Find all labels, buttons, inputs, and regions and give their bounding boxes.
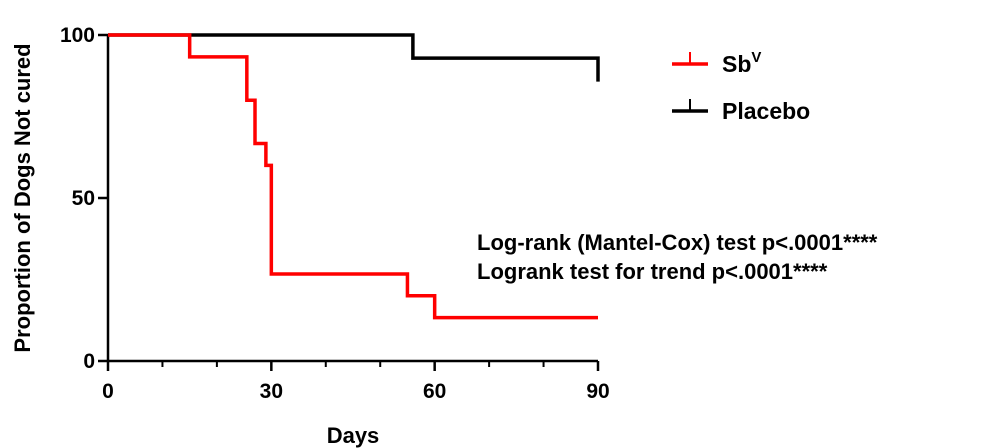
ticks [98,33,600,371]
legend-label-sbv-main: Sb [722,51,751,77]
x-tick-label: 60 [423,380,446,403]
legend: SbV Placebo [672,49,810,124]
legend-label-placebo: Placebo [722,98,810,124]
y-tick-label: 50 [72,187,95,210]
series-line-placebo [108,33,600,82]
y-tick-label: 0 [83,350,95,373]
series-layer [108,33,600,320]
y-tick-label: 100 [60,24,95,47]
legend-label-sbv-superscript: V [751,49,761,66]
legend-item-placebo: Placebo [672,98,810,124]
y-axis-title: Proportion of Dogs Not cured [10,43,35,352]
annotation-logrank-mantel-cox: Log-rank (Mantel-Cox) test p<.0001**** [477,230,878,255]
annotation-logrank-trend: Logrank test for trend p<.0001**** [477,259,828,284]
x-tick-label: 30 [260,380,283,403]
series-line-sbv [108,33,598,320]
tick-labels: 0 30 60 90 0 50 100 [60,24,610,403]
axes [106,35,598,363]
legend-label-sbv: SbV [722,49,761,77]
legend-item-sbv: SbV [672,49,761,77]
x-axis-title: Days [327,423,380,448]
x-tick-label: 90 [586,380,609,403]
x-tick-label: 0 [102,380,114,403]
